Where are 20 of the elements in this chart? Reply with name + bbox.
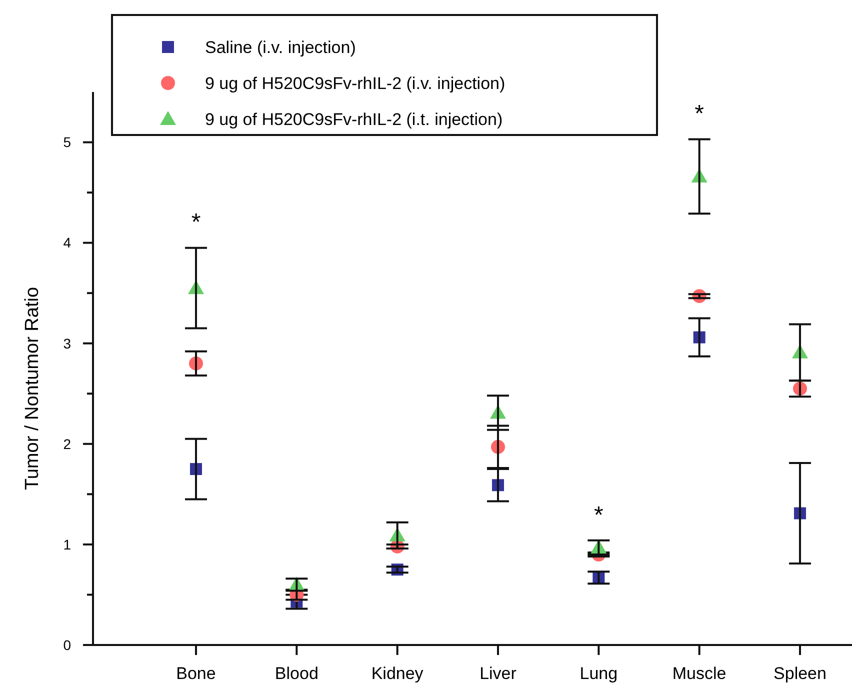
annotation: * bbox=[594, 502, 604, 529]
legend-label: Saline (i.v. injection) bbox=[205, 38, 356, 57]
y-tick-label: 5 bbox=[63, 134, 72, 150]
x-tick-label: Muscle bbox=[672, 664, 726, 683]
x-tick-label: Kidney bbox=[371, 664, 424, 683]
y-axis-title: Tumor / Nontumor Ratio bbox=[22, 286, 43, 490]
x-tick-label: Liver bbox=[480, 664, 517, 683]
x-tick-label: Blood bbox=[274, 664, 318, 683]
y-tick-label: 4 bbox=[63, 234, 72, 251]
legend-label: 9 ug of H520C9sFv-rhIL-2 (i.v. injection) bbox=[205, 74, 506, 93]
y-tick-label: 1 bbox=[63, 536, 72, 552]
x-tick-label: Lung bbox=[580, 664, 618, 683]
x-tick-label: Spleen bbox=[774, 664, 826, 683]
annotation: * bbox=[191, 209, 201, 236]
y-tick-label: 0 bbox=[63, 636, 72, 653]
y-tick-label: 2 bbox=[63, 436, 72, 452]
legend-label: 9 ug of H520C9sFv-rhIL-2 (i.t. injection) bbox=[205, 110, 503, 129]
x-tick-label: Bone bbox=[176, 664, 216, 683]
annotation: * bbox=[694, 100, 704, 128]
y-tick-label: 3 bbox=[63, 335, 72, 352]
